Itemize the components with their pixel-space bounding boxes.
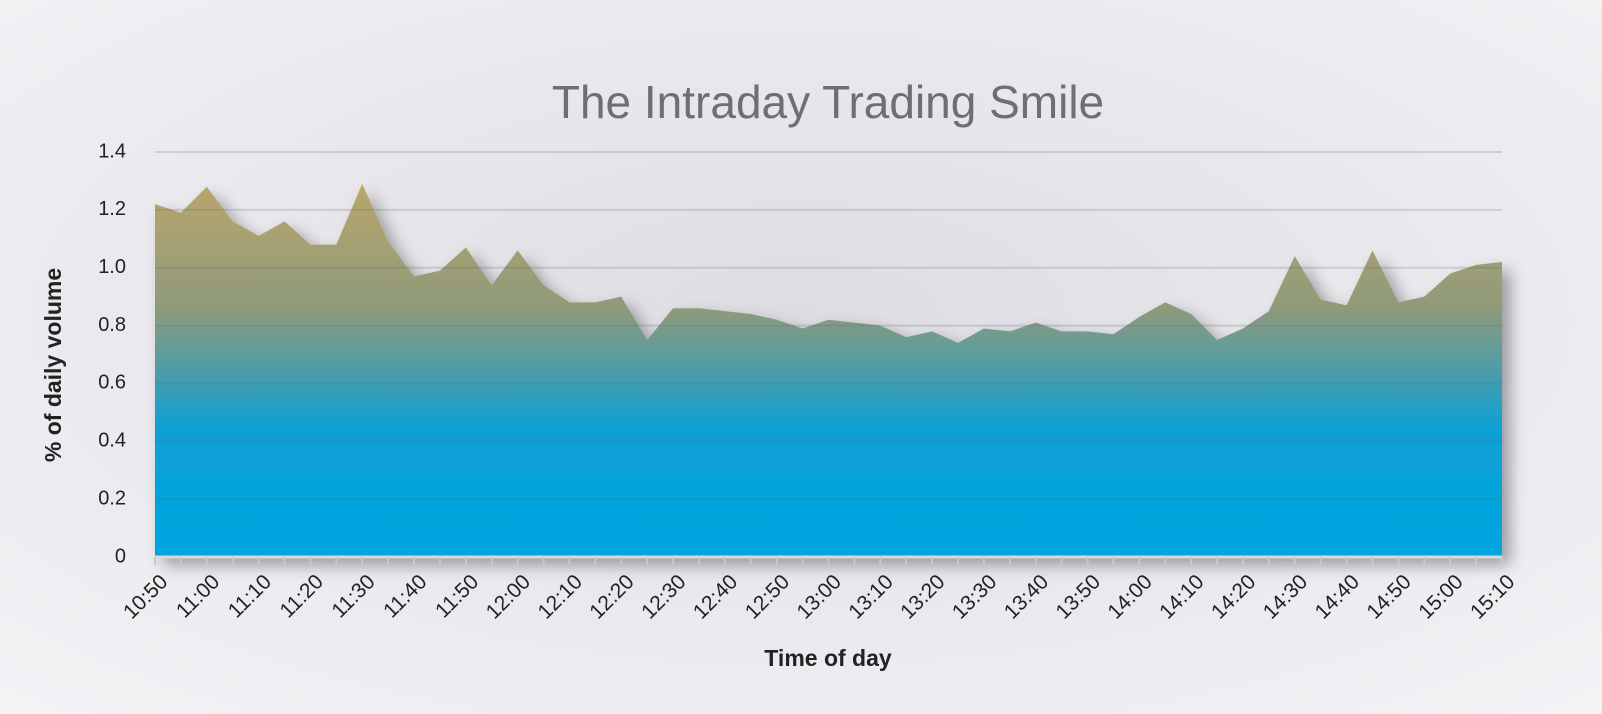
y-tick-label: 0.2 (98, 487, 126, 509)
y-tick-label: 1.2 (98, 198, 126, 220)
y-tick-label: 0.4 (98, 430, 126, 452)
y-tick-label: 1.0 (98, 256, 126, 278)
y-tick-label: 0.8 (98, 314, 126, 336)
x-axis-label: Time of day (764, 645, 892, 671)
chart-title: The Intraday Trading Smile (552, 76, 1104, 128)
y-tick-label: 0 (115, 545, 126, 567)
y-tick-label: 1.4 (98, 140, 126, 162)
y-tick-label: 0.6 (98, 372, 126, 394)
y-axis-label: % of daily volume (40, 268, 66, 462)
area (155, 183, 1502, 558)
